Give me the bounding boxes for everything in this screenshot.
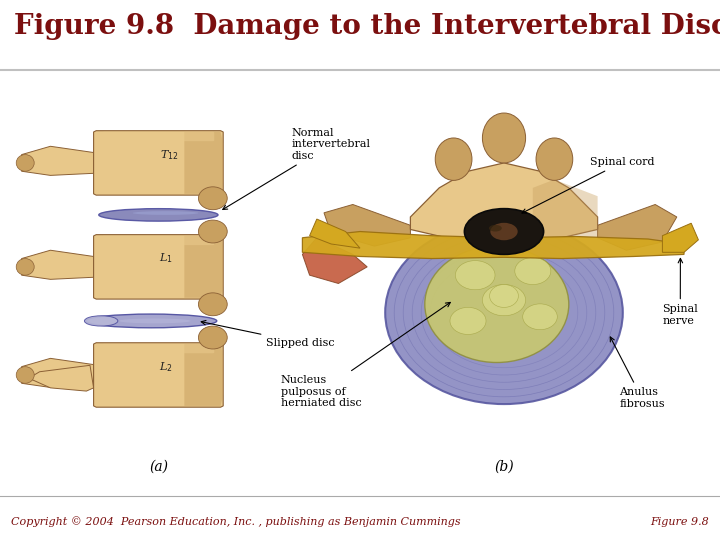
Ellipse shape xyxy=(119,319,191,323)
Polygon shape xyxy=(184,344,223,406)
Text: Spinal cord: Spinal cord xyxy=(522,157,655,213)
Text: Copyright © 2004  Pearson Education, Inc. , publishing as Benjamin Cummings: Copyright © 2004 Pearson Education, Inc.… xyxy=(11,516,460,527)
Ellipse shape xyxy=(482,285,526,316)
FancyBboxPatch shape xyxy=(102,344,215,353)
Ellipse shape xyxy=(199,187,228,210)
Ellipse shape xyxy=(536,138,573,180)
Polygon shape xyxy=(410,163,598,238)
Ellipse shape xyxy=(450,307,486,334)
Text: Slipped disc: Slipped disc xyxy=(201,320,335,348)
Polygon shape xyxy=(598,205,677,250)
FancyBboxPatch shape xyxy=(102,132,215,141)
Circle shape xyxy=(464,208,544,254)
Ellipse shape xyxy=(435,138,472,180)
Ellipse shape xyxy=(489,225,502,232)
Ellipse shape xyxy=(490,223,518,240)
Polygon shape xyxy=(302,232,684,259)
Text: L$_2$: L$_2$ xyxy=(158,360,173,374)
Text: Figure 9.8  Damage to the Intervertebral Discs: Figure 9.8 Damage to the Intervertebral … xyxy=(14,13,720,40)
Text: Anulus
fibrosus: Anulus fibrosus xyxy=(611,337,665,409)
Ellipse shape xyxy=(425,246,569,362)
Polygon shape xyxy=(29,365,94,391)
FancyBboxPatch shape xyxy=(102,236,215,245)
Polygon shape xyxy=(662,223,698,252)
Polygon shape xyxy=(94,343,223,407)
Ellipse shape xyxy=(515,258,551,285)
Ellipse shape xyxy=(99,208,218,221)
Text: L$_1$: L$_1$ xyxy=(158,252,173,266)
Text: (a): (a) xyxy=(149,460,168,474)
Text: Nucleus
pulposus of
herniated disc: Nucleus pulposus of herniated disc xyxy=(281,302,450,408)
Text: Normal
intervertebral
disc: Normal intervertebral disc xyxy=(222,127,370,210)
Ellipse shape xyxy=(132,211,199,215)
Polygon shape xyxy=(533,179,598,238)
Ellipse shape xyxy=(199,326,228,349)
Ellipse shape xyxy=(86,314,217,328)
Ellipse shape xyxy=(482,113,526,163)
Polygon shape xyxy=(22,250,94,279)
Ellipse shape xyxy=(84,316,118,326)
Polygon shape xyxy=(184,132,223,194)
Polygon shape xyxy=(184,236,223,298)
Ellipse shape xyxy=(17,154,35,171)
Ellipse shape xyxy=(490,285,518,307)
Polygon shape xyxy=(94,235,223,299)
Polygon shape xyxy=(324,205,410,246)
Polygon shape xyxy=(310,219,360,248)
Text: (b): (b) xyxy=(494,460,514,474)
Polygon shape xyxy=(22,359,94,388)
Ellipse shape xyxy=(17,367,35,383)
Text: T$_{12}$: T$_{12}$ xyxy=(160,148,179,161)
Ellipse shape xyxy=(455,261,495,290)
Ellipse shape xyxy=(199,220,228,243)
Text: Spinal
nerve: Spinal nerve xyxy=(662,259,698,326)
Polygon shape xyxy=(22,146,94,176)
Ellipse shape xyxy=(17,259,35,275)
Ellipse shape xyxy=(385,221,623,404)
Polygon shape xyxy=(94,131,223,195)
Ellipse shape xyxy=(199,293,228,316)
Polygon shape xyxy=(302,238,367,284)
Ellipse shape xyxy=(523,304,557,329)
Text: Figure 9.8: Figure 9.8 xyxy=(650,517,709,526)
